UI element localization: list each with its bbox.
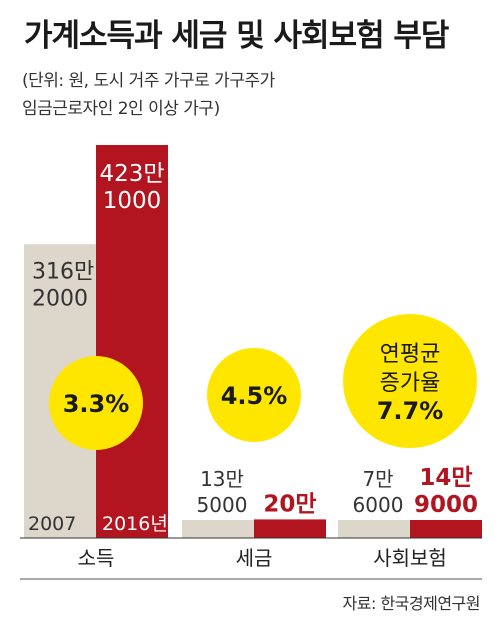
value-label-2007-2: 6000: [353, 493, 404, 517]
category-label-1: 세금: [236, 546, 273, 570]
value-label-2007-1: 13만: [200, 467, 244, 491]
category-label-0: 소득: [78, 546, 115, 570]
growth-rate-label-1: 4.5%: [221, 382, 288, 410]
value-label-2007-1: 5000: [197, 493, 248, 517]
chart-subtitle-line2: 임금근로자인 2인 이상 가구): [22, 99, 220, 119]
bar-2007-1: [182, 520, 254, 538]
chart-title: 가계소득과 세금 및 사회보험 부담: [24, 18, 449, 54]
growth-rate-circle-2: [343, 314, 477, 448]
growth-rate-label-2: 증가율: [380, 371, 441, 396]
value-label-2007-0: 2000: [32, 286, 88, 311]
bar-2016-0: [96, 145, 168, 538]
growth-rate-circle-1: [207, 348, 301, 442]
value-label-2007-0: 316만: [32, 259, 94, 284]
chart-subtitle-line1: (단위: 원, 도시 거주 가구로 가구주가: [22, 71, 275, 91]
category-label-2: 사회보험: [373, 546, 447, 570]
value-label-2007-2: 7만: [362, 467, 393, 491]
growth-rate-label-2: 연평균: [380, 342, 441, 367]
bar-year-label-2007: 2007: [28, 513, 76, 535]
value-label-2016-1: 20만: [263, 491, 316, 517]
source-note: 자료: 한국경제연구원: [342, 594, 481, 613]
bar-2016-1: [254, 519, 326, 538]
value-label-2016-2: 9000: [414, 492, 478, 518]
bar-2016-2: [410, 520, 482, 538]
value-label-2016-0: 1000: [103, 188, 162, 214]
value-label-2016-2: 14만: [419, 465, 472, 491]
growth-rate-label-0: 3.3%: [63, 390, 130, 418]
growth-rate-label-2: 7.7%: [377, 397, 444, 425]
bar-2007-2: [338, 520, 410, 538]
bar-year-label-2016: 2016년: [102, 513, 168, 535]
value-label-2016-0: 423만: [99, 161, 164, 187]
growth-rate-circle-0: [49, 356, 143, 450]
